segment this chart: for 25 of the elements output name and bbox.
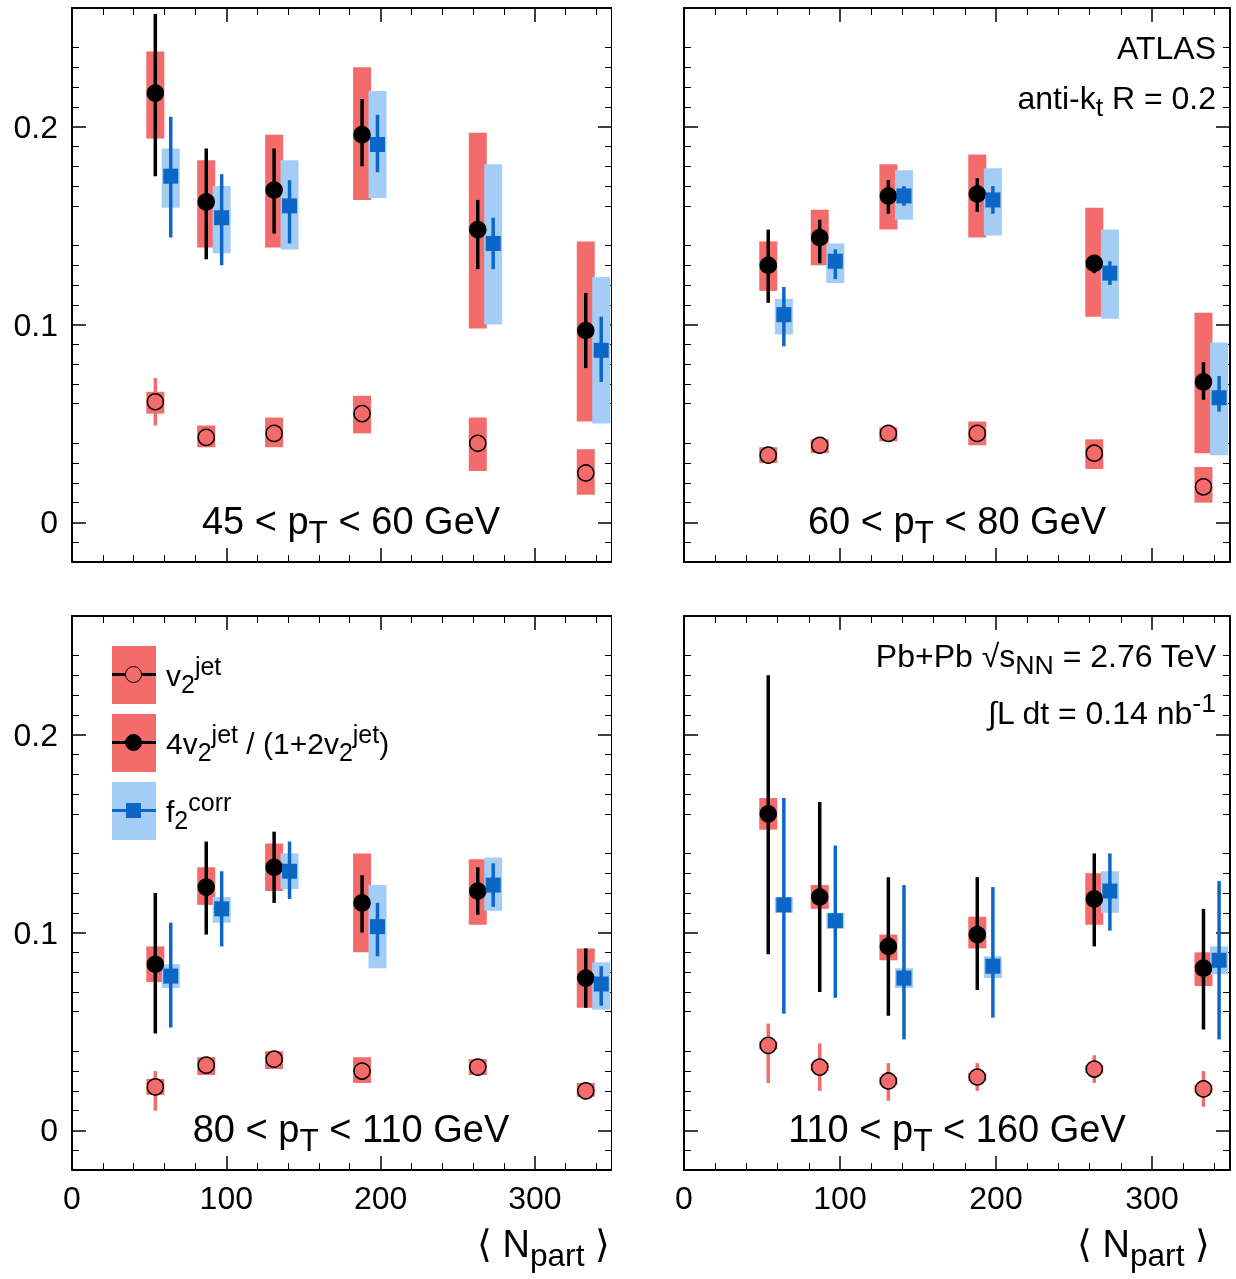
y-tick-label: 0 [40, 504, 58, 541]
annotation: ∫L dt = 0.14 nb$^{-1}$ [988, 688, 1216, 732]
x-tick-label: 100 [199, 1180, 253, 1216]
y-tick-label: 0 [40, 1112, 58, 1149]
x-axis-title: ⟨ N$_{part}$ ⟩ [1076, 1222, 1210, 1274]
y-tick-label: 0.2 [13, 108, 58, 145]
x-tick-label: 200 [969, 1180, 1023, 1216]
x-tick-label: 300 [1125, 1180, 1179, 1216]
annotation: 60 < p$_{T}$ < 80 GeV [807, 500, 1107, 551]
y-tick-label: 0.1 [13, 914, 58, 951]
annotation: anti-k$_{t}$ R = 0.2 [1017, 80, 1216, 124]
y-tick-label: 0.2 [13, 716, 58, 753]
x-tick-label: 0 [675, 1180, 693, 1216]
x-axis-title: ⟨ N$_{part}$ ⟩ [476, 1222, 610, 1274]
annotation: Pb+Pb √s$_{NN}$ = 2.76 TeV [875, 638, 1216, 682]
x-tick-label: 0 [63, 1180, 81, 1216]
x-tick-label: 200 [353, 1180, 408, 1216]
annotation: 45 < p$_{T}$ < 60 GeV [201, 500, 501, 551]
annotation: ATLAS [1117, 30, 1216, 67]
x-tick-label: 300 [508, 1180, 562, 1216]
y-tick-label: 0.1 [13, 306, 58, 343]
x-tick-label: 100 [813, 1180, 867, 1216]
legend-label: 4v$_{2}$$^{jet}$ / (1+2v$_{2}$$^{jet}$) [166, 719, 390, 767]
annotation: 80 < p$_{T}$ < 110 GeV [192, 1108, 510, 1159]
annotation: 110 < p$_{T}$ < 160 GeV [788, 1108, 1126, 1159]
